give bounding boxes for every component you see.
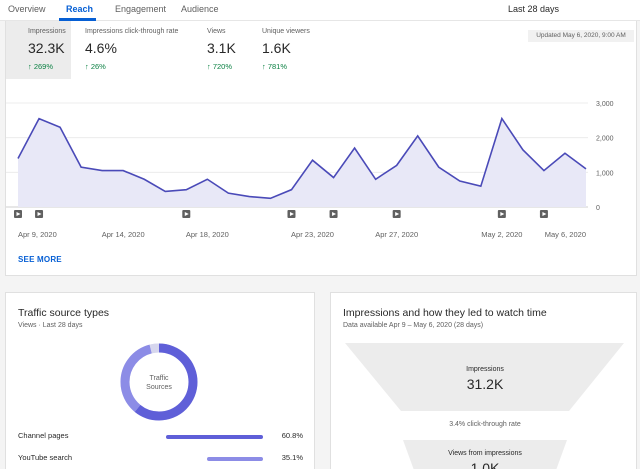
source-bar	[206, 457, 263, 461]
metric-value: 1.6K	[262, 40, 291, 56]
metric-label: Unique viewers	[262, 28, 310, 35]
impressions-line	[17, 116, 587, 200]
traffic-source-row[interactable]: YouTube search 35.1%	[18, 453, 303, 465]
tab-bar: Overview Reach Engagement Audience Last …	[0, 0, 640, 21]
funnel-impressions-value: 31.2K	[466, 376, 504, 392]
reach-overview-card: Impressions 32.3K ↑ 269% Impressions cli…	[5, 21, 637, 276]
funnel-impressions-label: Impressions	[466, 366, 504, 373]
metric-impressions[interactable]: Impressions 32.3K ↑ 269%	[6, 21, 71, 79]
tab-reach[interactable]: Reach	[66, 4, 94, 14]
date-range-selector[interactable]: Last 28 days	[508, 4, 560, 14]
x-tick-label: Apr 9, 2020	[18, 230, 57, 239]
see-more-link[interactable]: SEE MORE	[18, 255, 62, 264]
card-title: Traffic source types	[18, 307, 110, 319]
x-tick-label: Apr 23, 2020	[291, 230, 334, 239]
traffic-donut-chart: Traffic Sources	[120, 343, 198, 421]
x-tick-label: Apr 27, 2020	[375, 230, 418, 239]
funnel-views-label: Views from impressions	[448, 450, 522, 457]
traffic-source-card: Traffic source types Views · Last 28 day…	[5, 292, 315, 469]
video-publish-marker[interactable]	[329, 210, 338, 218]
metric-delta: ↑ 720%	[207, 62, 233, 71]
video-publish-marker[interactable]	[392, 210, 401, 218]
source-percent: 60.8%	[281, 431, 303, 440]
card-title: Impressions and how they led to watch ti…	[343, 307, 547, 319]
impressions-area	[18, 118, 586, 207]
tab-overview[interactable]: Overview	[8, 4, 46, 14]
source-percent: 35.1%	[281, 453, 303, 462]
delta-value: 781%	[267, 62, 288, 71]
delta-value: 26%	[90, 62, 106, 71]
metric-ctr[interactable]: Impressions click-through rate 4.6% ↑ 26…	[85, 21, 195, 79]
video-publish-marker[interactable]	[539, 210, 548, 218]
source-bar	[165, 435, 263, 439]
funnel-impressions-segment	[345, 343, 624, 411]
video-publish-marker[interactable]	[182, 210, 191, 218]
impressions-funnel-card: Impressions and how they led to watch ti…	[330, 292, 637, 469]
source-name: Channel pages	[18, 431, 69, 440]
donut-center-label: Sources	[146, 384, 172, 391]
tab-engagement[interactable]: Engagement	[115, 4, 167, 14]
funnel-graphic	[345, 343, 624, 469]
metric-value: 3.1K	[207, 40, 236, 56]
card-subtitle: Views · Last 28 days	[18, 322, 83, 329]
y-tick-label: 0	[596, 205, 600, 212]
metric-delta: ↑ 26%	[85, 62, 106, 71]
metric-label: Views	[207, 28, 226, 35]
funnel-views-value: 1.0K	[470, 460, 500, 469]
metric-delta: ↑ 781%	[262, 62, 288, 71]
x-tick-label: May 6, 2020	[545, 230, 586, 239]
active-tab-indicator	[59, 18, 96, 21]
x-tick-label: Apr 14, 2020	[102, 230, 145, 239]
video-publish-marker[interactable]	[35, 210, 44, 218]
funnel-views-segment	[403, 440, 567, 469]
metric-label: Impressions click-through rate	[85, 28, 179, 35]
metric-views[interactable]: Views 3.1K ↑ 720%	[207, 21, 257, 79]
video-publish-marker[interactable]	[14, 210, 22, 218]
x-tick-label: May 2, 2020	[481, 230, 522, 239]
delta-value: 269%	[33, 62, 54, 71]
metric-unique-viewers[interactable]: Unique viewers 1.6K ↑ 781%	[262, 21, 332, 79]
updated-timestamp: Updated May 6, 2020, 9:00 AM	[528, 30, 634, 42]
tab-audience[interactable]: Audience	[181, 4, 219, 14]
video-publish-marker[interactable]	[497, 210, 506, 218]
traffic-source-row[interactable]: Channel pages 60.8%	[18, 431, 303, 443]
card-subtitle: Data available Apr 9 – May 6, 2020 (28 d…	[343, 322, 484, 329]
donut-segment[interactable]	[120, 343, 198, 421]
source-name: YouTube search	[18, 453, 73, 462]
metric-value: 4.6%	[85, 40, 117, 56]
donut-center-label: Traffic	[149, 375, 169, 382]
impressions-chart: 0 1,000 2,000 3,000 Apr 9, 2020 Apr 14, 2020 A…	[6, 101, 614, 239]
funnel-ctr-text: 3.4% click-through rate	[449, 421, 521, 428]
metric-label: Impressions	[28, 28, 66, 35]
y-tick-label: 2,000	[596, 136, 614, 143]
x-tick-label: Apr 18, 2020	[186, 230, 229, 239]
delta-value: 720%	[212, 62, 233, 71]
y-tick-label: 1,000	[596, 170, 614, 177]
video-publish-marker[interactable]	[287, 210, 296, 218]
y-tick-label: 3,000	[596, 101, 614, 108]
metric-value: 32.3K	[28, 40, 65, 56]
donut-segment[interactable]	[120, 343, 198, 421]
metric-delta: ↑ 269%	[28, 62, 54, 71]
